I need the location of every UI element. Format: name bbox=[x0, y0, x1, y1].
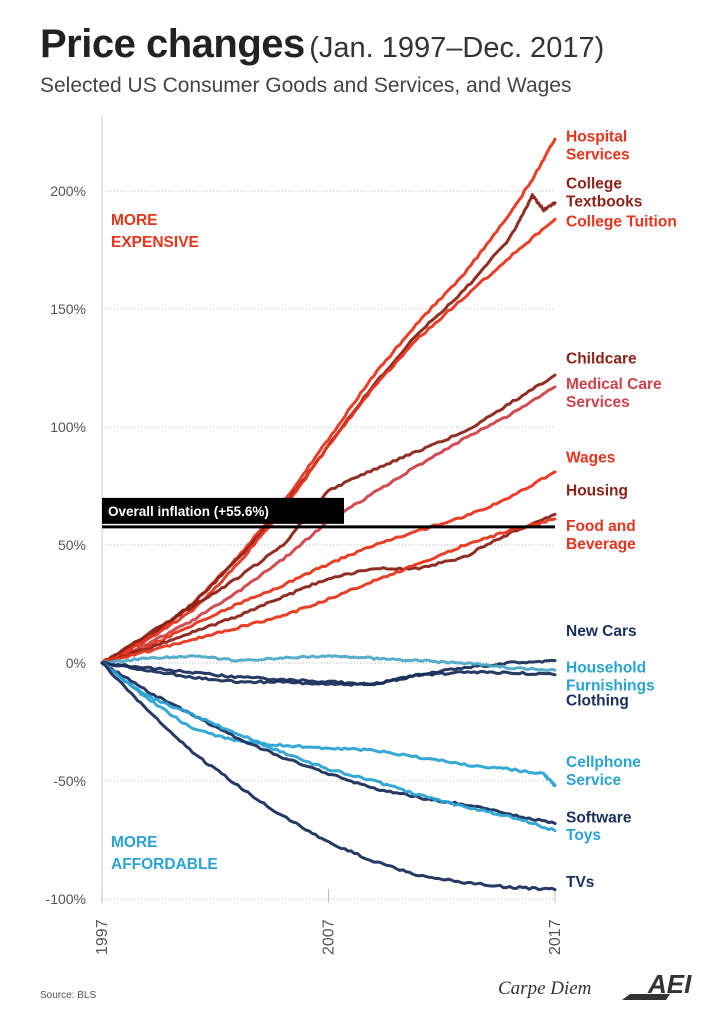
grid-lines bbox=[102, 190, 555, 900]
brand-name: Carpe Diem bbox=[498, 978, 592, 999]
series-line-childcare bbox=[100, 373, 557, 665]
series-label-line: Beverage bbox=[566, 536, 636, 553]
series-line-hospital-services bbox=[100, 137, 557, 665]
aei-logo: AEI bbox=[622, 969, 692, 1000]
annotation-line: AFFORDABLE bbox=[111, 856, 218, 873]
series-label-line: College bbox=[566, 176, 622, 193]
series-label-college-tuition: College Tuition bbox=[566, 213, 677, 230]
series-label-college-textbooks: College Textbooks bbox=[566, 176, 642, 211]
y-tick-label: 150% bbox=[50, 301, 86, 317]
series-label-household-furnishings: Household Furnishings bbox=[566, 659, 655, 694]
series-label-line: Textbooks bbox=[566, 194, 642, 211]
title-main: Price changes bbox=[40, 22, 305, 66]
series-line-clothing bbox=[100, 660, 557, 687]
series-label-line: Software bbox=[566, 809, 632, 826]
series-line-food-and-beverage bbox=[100, 517, 557, 665]
series-label-line: Household bbox=[566, 659, 646, 676]
series-label-medical-care-services: Medical Care Services bbox=[566, 376, 662, 411]
y-tick-label: -50% bbox=[53, 773, 86, 789]
series-label-line: New Cars bbox=[566, 623, 637, 640]
x-tick-label: 1997 bbox=[94, 919, 111, 955]
series-label-line: Food and bbox=[566, 518, 636, 535]
series-line-college-textbooks bbox=[100, 193, 557, 665]
inflation-label-box bbox=[102, 497, 344, 524]
y-tick-label: 100% bbox=[50, 419, 86, 435]
series-lines bbox=[100, 137, 557, 892]
y-tick-label: 50% bbox=[58, 537, 86, 553]
aei-logo-swoosh bbox=[622, 994, 670, 1000]
region-annotations: MORE EXPENSIVE MORE AFFORDABLE bbox=[111, 212, 218, 873]
series-line-wages bbox=[100, 470, 557, 665]
series-label-line: Services bbox=[566, 146, 630, 163]
annotation-line: EXPENSIVE bbox=[111, 234, 199, 251]
annotation-line: MORE bbox=[111, 212, 158, 229]
series-line-cellphone-service bbox=[100, 661, 557, 788]
series-label-line: Housing bbox=[566, 482, 628, 499]
series-label-new-cars: New Cars bbox=[566, 623, 637, 640]
chart-subtitle: Selected US Consumer Goods and Services,… bbox=[40, 74, 572, 97]
series-label-childcare: Childcare bbox=[566, 350, 637, 367]
title-date-range: (Jan. 1997–Dec. 2017) bbox=[309, 32, 605, 64]
series-label-line: Hospital bbox=[566, 128, 627, 145]
series-line-toys bbox=[100, 661, 557, 833]
series-label-toys: Toys bbox=[566, 827, 601, 844]
y-tick-label: 200% bbox=[50, 183, 86, 199]
series-label-line: Medical Care bbox=[566, 376, 662, 393]
series-label-line: Cellphone bbox=[566, 754, 641, 771]
inflation-label: Overall inflation (+55.6%) bbox=[108, 504, 269, 519]
series-line-college-tuition bbox=[100, 217, 557, 665]
annotation-more-expensive: MORE EXPENSIVE bbox=[111, 212, 199, 251]
series-label-line: Services bbox=[566, 394, 630, 411]
source-note: Source: BLS bbox=[40, 990, 97, 1001]
series-label-line: Service bbox=[566, 772, 622, 789]
series-label-software: Software bbox=[566, 809, 632, 826]
series-label-wages: Wages bbox=[566, 449, 615, 466]
series-label-tvs: TVs bbox=[566, 874, 594, 891]
series-line-housing bbox=[100, 512, 557, 665]
annotation-line: MORE bbox=[111, 834, 158, 851]
y-tick-label: -100% bbox=[46, 891, 86, 907]
chart-title: Price changes (Jan. 1997–Dec. 2017) bbox=[40, 22, 720, 67]
series-label-line: Furnishings bbox=[566, 677, 655, 694]
series-line-software bbox=[100, 661, 557, 825]
series-label-line: Wages bbox=[566, 449, 615, 466]
y-tick-label: 0% bbox=[66, 655, 86, 671]
axes: 200% 150% 100% 50% 0% -50% -100% 1997 2007 2017 bbox=[46, 115, 564, 955]
series-label-cellphone-service: Cellphone Service bbox=[566, 754, 641, 789]
series-label-line: College Tuition bbox=[566, 213, 677, 230]
series-label-line: Toys bbox=[566, 827, 601, 844]
series-label-clothing: Clothing bbox=[566, 692, 629, 709]
series-label-food-and-beverage: Food and Beverage bbox=[566, 518, 636, 553]
x-tick-label: 2007 bbox=[321, 919, 338, 955]
x-tick-label: 2017 bbox=[547, 919, 564, 955]
series-line-household-furnishings bbox=[100, 654, 557, 672]
series-label-hospital-services: Hospital Services bbox=[566, 128, 630, 163]
series-label-housing: Housing bbox=[566, 482, 628, 499]
aei-logo-text: AEI bbox=[647, 969, 692, 999]
price-changes-chart: 200% 150% 100% 50% 0% -50% -100% 1997 2007 2017 O… bbox=[46, 115, 677, 955]
inflation-reference: Overall inflation (+55.6%) bbox=[102, 497, 555, 529]
series-label-line: Clothing bbox=[566, 692, 629, 709]
annotation-more-affordable: MORE AFFORDABLE bbox=[111, 834, 218, 873]
series-label-line: Childcare bbox=[566, 350, 637, 367]
series-line-tvs bbox=[100, 661, 557, 892]
series-label-line: TVs bbox=[566, 874, 594, 891]
